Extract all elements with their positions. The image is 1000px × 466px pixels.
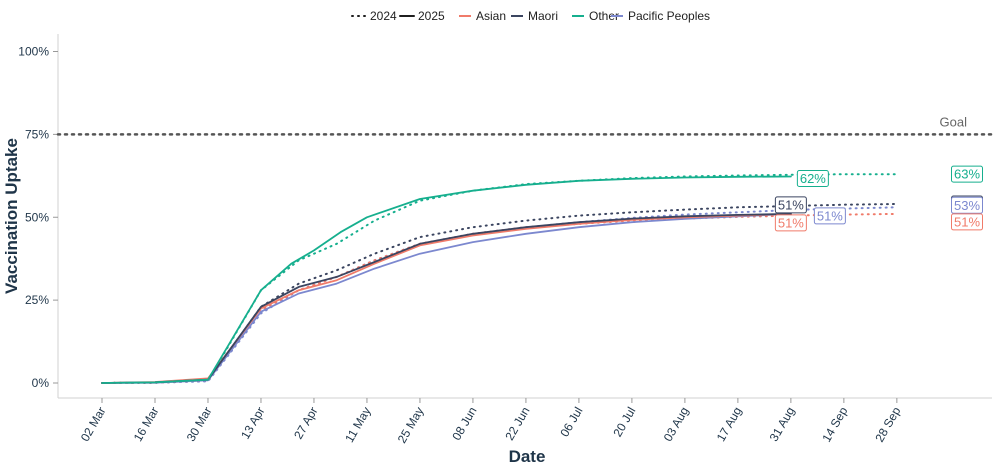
end-label-asian-2025: 51%: [778, 215, 804, 230]
end-label-other-2025: 62%: [800, 171, 826, 186]
legend-label-pacific-peoples: Pacific Peoples: [628, 9, 710, 23]
series-layer: [101, 173, 898, 384]
end-label-box: [951, 213, 983, 231]
x-tick-label: 08 Jun: [449, 405, 479, 443]
x-tick-label: 25 May: [395, 405, 427, 446]
y-axis: 0% 25% 50% 75% 100%: [18, 34, 59, 398]
label-layer: 63%54%53%51%62%51%51%51%: [774, 165, 983, 232]
x-tick-label: 30 Mar: [184, 405, 215, 444]
x-axis-title: Date: [509, 447, 546, 466]
series-line-other-2024: [101, 173, 898, 384]
end-label-box: [774, 196, 807, 214]
legend-label-maori: Maori: [528, 9, 558, 23]
goal-label: Goal: [940, 114, 968, 129]
end-label-box: [951, 165, 983, 183]
x-tick-label: 28 Sep: [872, 404, 903, 444]
x-axis: 02 Mar 16 Mar 30 Mar 13 Apr 27 Apr 11 May 25 M…: [58, 397, 992, 446]
series-line-pacific-peoples-2025: [101, 212, 792, 384]
legend: 2024 2025 Asian Maori Other Pacific Peoples: [351, 9, 710, 23]
y-tick-label: 25%: [25, 293, 49, 307]
y-tick-label: 50%: [25, 210, 49, 224]
goal-layer: Goal: [56, 114, 994, 136]
x-tick-label: 22 Jun: [502, 405, 532, 443]
end-label-box: [813, 207, 846, 225]
x-tick-label: 20 Jul: [610, 405, 638, 440]
legend-label-2025: 2025: [418, 9, 445, 23]
y-axis-title: Vaccination Uptake: [2, 138, 21, 294]
end-label-box: [774, 214, 807, 232]
series-line-maori-2025: [101, 212, 792, 384]
x-tick-label: 13 Apr: [238, 405, 267, 442]
end-label-maori-2025: 51%: [778, 197, 804, 212]
x-tick-label: 16 Mar: [131, 405, 162, 444]
x-tick-label: 27 Apr: [291, 405, 320, 442]
x-tick-label: 02 Mar: [78, 405, 109, 444]
end-label-asian-2024: 51%: [954, 214, 980, 229]
series-line-maori-2024: [101, 203, 898, 384]
end-label-pacific-peoples-2025: 51%: [817, 208, 843, 223]
end-label-other-2024: 63%: [954, 167, 980, 182]
end-label-pacific-peoples-2024: 53%: [954, 198, 980, 213]
x-tick-label: 11 May: [342, 405, 373, 445]
y-tick-label: 100%: [18, 45, 49, 59]
legend-label-2024: 2024: [370, 9, 397, 23]
x-tick-label: 14 Sep: [819, 404, 850, 444]
series-line-other-2025: [101, 175, 792, 384]
y-tick-label: 75%: [25, 127, 49, 141]
legend-label-asian: Asian: [476, 9, 506, 23]
x-tick-label: 17 Aug: [714, 405, 745, 444]
end-label-box: [951, 196, 983, 214]
y-tick-label: 0%: [32, 376, 50, 390]
x-tick-label: 03 Aug: [661, 405, 692, 444]
legend-label-other: Other: [589, 9, 619, 23]
end-label-box: [796, 169, 829, 187]
x-tick-label: 06 Jul: [557, 405, 585, 440]
x-tick-label: 31 Aug: [767, 405, 798, 444]
